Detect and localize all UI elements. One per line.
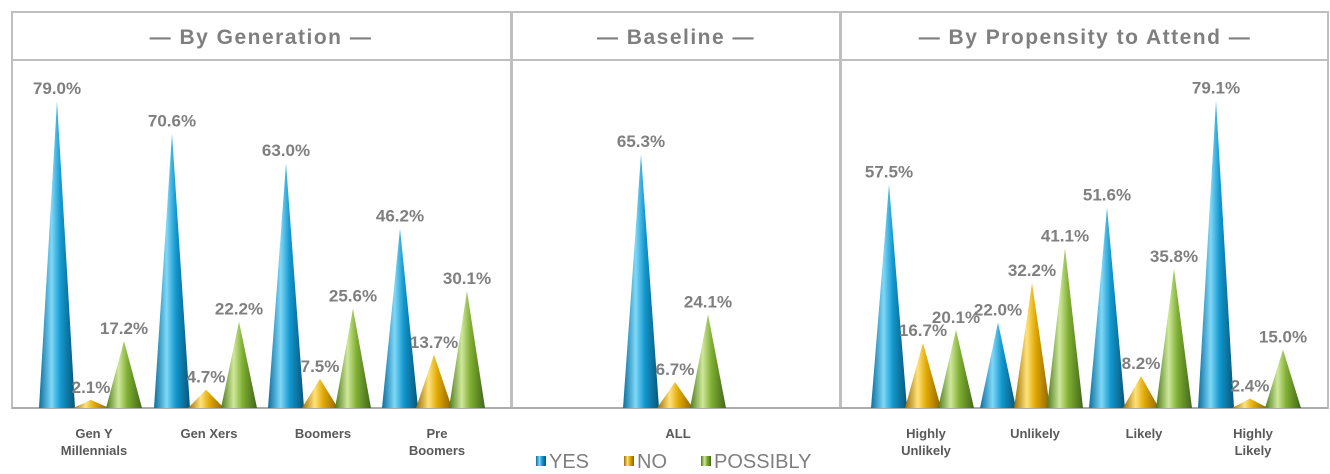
data-label-yes: 46.2% [376,206,424,225]
cone-no [73,400,109,408]
category-label: Likely [1126,426,1164,441]
cone-yes [623,154,659,408]
data-label-no: 13.7% [410,333,458,352]
cone-no [416,355,452,408]
panel-title-2: — Baseline — [597,26,755,49]
data-label-yes: 22.0% [974,301,1022,320]
cone-no [188,390,224,408]
data-label-yes: 70.6% [148,112,196,131]
data-label-possibly: 20.1% [932,308,980,327]
category-label: Unlikely [901,443,952,458]
legend-swatch-possibly [701,456,711,466]
data-label-possibly: 35.8% [1150,247,1198,266]
cone-no [905,343,941,408]
category-label: Highly [906,426,946,441]
data-label-no: 6.7% [656,360,695,379]
category-label: Likely [1235,443,1273,458]
panel-title-3: — By Propensity to Attend — [919,26,1252,49]
category-label: ALL [665,426,690,441]
data-label-yes: 57.5% [865,163,913,182]
category-label: Gen Xers [180,426,237,441]
data-label-yes: 65.3% [617,132,665,151]
cone-possibly [221,322,257,408]
cone-no [1123,376,1159,408]
data-label-yes: 63.0% [262,141,310,160]
chart-frame [12,12,1328,408]
cone-yes [268,163,304,408]
data-label-yes: 79.1% [1192,79,1240,98]
cone-yes [871,185,907,408]
cone-yes [1089,207,1125,408]
legend-label-yes: YES [549,451,589,473]
panel-title-1: — By Generation — [150,26,373,49]
data-label-possibly: 24.1% [684,292,732,311]
cone-yes [382,228,418,408]
data-label-yes: 79.0% [33,79,81,98]
data-label-no: 2.1% [72,378,111,397]
data-label-possibly: 25.6% [329,287,377,306]
data-label-no: 2.4% [1231,377,1270,396]
cone-yes [980,323,1016,408]
cone-yes [154,134,190,408]
cone-no [302,379,338,408]
cone-possibly [938,330,974,408]
data-label-yes: 51.6% [1083,185,1131,204]
cone-possibly [335,309,371,408]
cone-possibly [1265,350,1301,408]
category-label: Unlikely [1010,426,1061,441]
category-label: Millennials [61,443,127,458]
data-label-no: 32.2% [1008,261,1056,280]
data-label-no: 7.5% [301,357,340,376]
cone-possibly [106,341,142,408]
data-label-no: 4.7% [187,368,226,387]
legend-label-no: NO [637,451,667,473]
cone-yes [39,101,75,408]
cone-possibly [1156,269,1192,408]
data-label-possibly: 22.2% [215,300,263,319]
data-label-no: 8.2% [1122,354,1161,373]
data-label-possibly: 41.1% [1041,226,1089,245]
category-label: Pre [427,426,448,441]
category-label: Gen Y [75,426,113,441]
data-label-possibly: 30.1% [443,269,491,288]
legend-swatch-no [624,456,634,466]
cone-possibly [690,314,726,408]
cone-yes [1198,101,1234,408]
data-label-possibly: 17.2% [100,319,148,338]
category-label: Highly [1233,426,1273,441]
legend-swatch-yes [536,456,546,466]
category-label: Boomers [295,426,351,441]
data-label-possibly: 15.0% [1259,328,1307,347]
category-label: Boomers [409,443,465,458]
legend-label-possibly: POSSIBLY [714,451,811,473]
cone-no [1232,399,1268,408]
cone-no [657,382,693,408]
